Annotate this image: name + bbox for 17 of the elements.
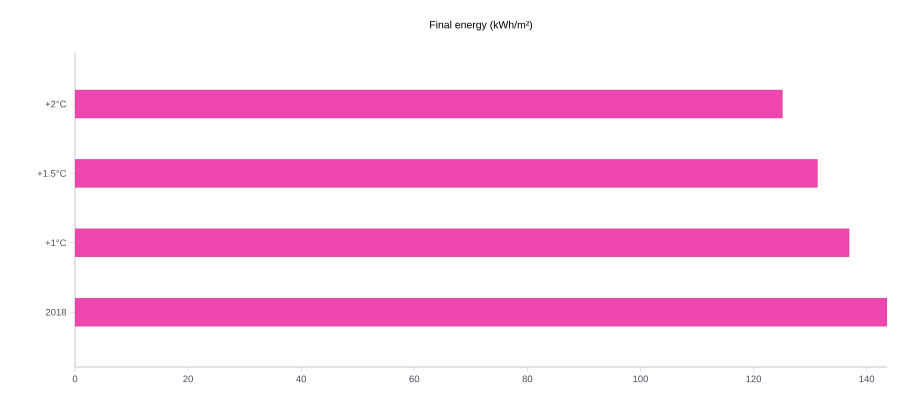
bar [75, 298, 888, 326]
x-tick-label: 120 [746, 376, 762, 382]
x-tick-label: 20 [183, 376, 193, 382]
y-tick-label: +2°C [46, 100, 66, 108]
chart-title: Final energy (kWh/m²) [430, 20, 532, 30]
y-tick-label: +1°C [46, 239, 66, 246]
x-tick-label: 60 [410, 376, 420, 382]
y-tick-label: 2018 [46, 308, 66, 316]
x-tick-label: 0 [72, 376, 78, 382]
bar [75, 228, 850, 257]
bar [75, 159, 818, 188]
x-tick-label: 40 [296, 376, 306, 382]
x-tick-label: 100 [633, 376, 648, 382]
y-tick-label: +1.5°C [38, 170, 66, 177]
x-tick-label: 140 [859, 376, 874, 382]
bar [75, 90, 783, 118]
x-tick-label: 80 [522, 376, 532, 382]
